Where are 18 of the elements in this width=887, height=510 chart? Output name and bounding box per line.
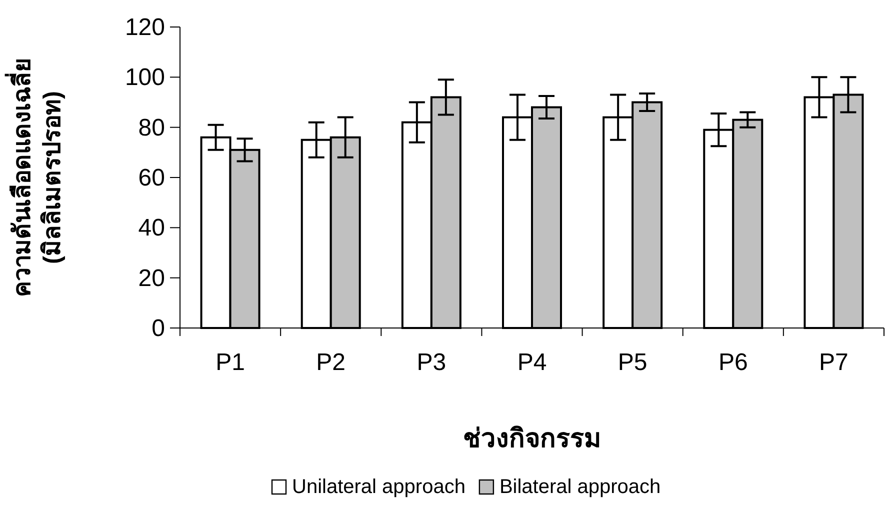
legend-label: Unilateral approach [292, 476, 466, 498]
x-axis-title: ช่วงกิจกรรม [463, 423, 601, 453]
x-tick-label: P7 [819, 349, 848, 376]
x-tick-label: P3 [416, 349, 446, 376]
x-tick-label: P1 [216, 349, 245, 376]
y-axis-title: ความดันเลือดแดงเฉลี่ย (มิลลิเมตรปรอท) [4, 58, 66, 297]
y-tick-label: 120 [124, 14, 165, 41]
y-tick-label: 100 [124, 64, 165, 92]
x-tick-label: P5 [618, 349, 648, 376]
x-tick-label: P6 [718, 349, 748, 376]
legend-label: Bilateral approach [499, 476, 661, 498]
x-tick-label: P4 [517, 349, 547, 376]
y-tick-label: 20 [138, 264, 165, 292]
y-tick-label: 60 [138, 164, 165, 192]
y-tick-label: 40 [138, 214, 165, 242]
y-tick-label: 0 [152, 315, 165, 342]
y-tick-label: 80 [138, 114, 165, 142]
x-tick-label: P2 [316, 349, 346, 376]
